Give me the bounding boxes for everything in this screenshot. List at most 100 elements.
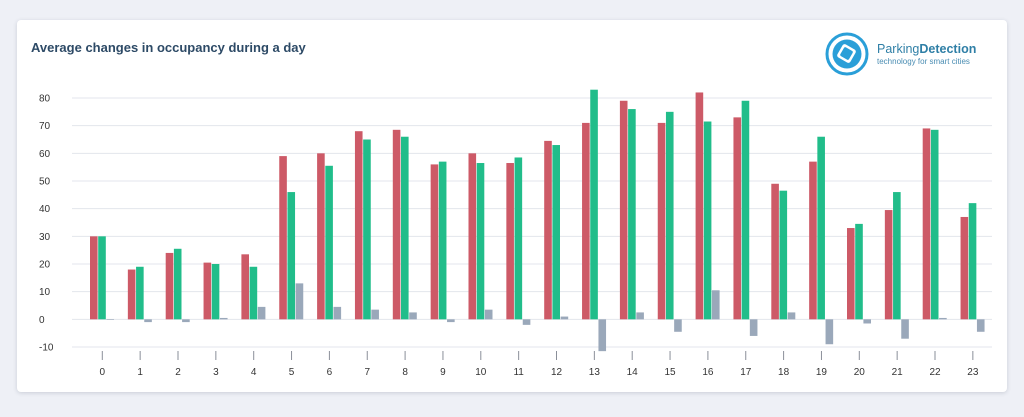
bar-series-3-1[interactable] <box>144 319 152 323</box>
bar-series-2-7[interactable] <box>363 139 371 320</box>
bar-series-3-8[interactable] <box>409 312 417 320</box>
bar-series-3-12[interactable] <box>560 316 569 320</box>
bar-series-2-2[interactable] <box>173 248 182 320</box>
x-tick-label: 6 <box>327 367 333 378</box>
bar-series-1-3[interactable] <box>203 262 212 320</box>
bar-series-3-5[interactable] <box>295 283 304 320</box>
bar-series-3-18[interactable] <box>787 312 796 320</box>
bar-series-3-13[interactable] <box>598 319 607 352</box>
bar-series-1-18[interactable] <box>771 183 779 320</box>
bar-series-2-21[interactable] <box>893 192 901 320</box>
bar-series-2-4[interactable] <box>249 266 258 320</box>
bar-series-1-20[interactable] <box>847 228 855 320</box>
bar-series-1-6[interactable] <box>317 153 325 320</box>
bar-series-3-3[interactable] <box>219 317 228 320</box>
bar-series-2-11[interactable] <box>514 157 523 320</box>
bars <box>90 89 985 352</box>
x-axis-ticks: 0 1 2 3 4 5 6 7 8 9 10 11 12 13 14 15 16 17 18 19 20 21 22 23 <box>100 351 979 378</box>
bar-series-3-6[interactable] <box>333 306 342 320</box>
x-tick-label: 18 <box>778 367 790 378</box>
bar-series-1-11[interactable] <box>506 163 514 320</box>
bar-series-2-12[interactable] <box>552 145 560 320</box>
y-tick-label: 10 <box>39 287 51 298</box>
bar-series-3-20[interactable] <box>863 319 871 324</box>
y-tick-label: -10 <box>39 343 54 354</box>
bar-series-1-15[interactable] <box>657 122 666 320</box>
bar-series-1-1[interactable] <box>127 269 136 320</box>
chart-title: Average changes in occupancy during a da… <box>31 40 306 55</box>
bar-series-1-8[interactable] <box>392 129 401 320</box>
y-tick-label: 30 <box>39 232 51 243</box>
bar-series-3-0[interactable] <box>106 319 114 320</box>
bar-series-3-17[interactable] <box>749 319 758 336</box>
y-tick-label: 0 <box>39 315 45 326</box>
bar-series-1-21[interactable] <box>884 210 893 320</box>
x-tick-label: 5 <box>289 367 295 378</box>
bar-series-1-16[interactable] <box>695 92 704 320</box>
logo-name-part1: Parking <box>877 42 920 56</box>
x-tick-label: 17 <box>740 367 752 378</box>
bar-series-1-19[interactable] <box>809 161 817 320</box>
parking-detection-logo: ParkingDetection technology for smart ci… <box>825 32 995 76</box>
x-tick-label: 3 <box>213 367 219 378</box>
bar-series-3-7[interactable] <box>371 309 379 320</box>
bar-series-3-16[interactable] <box>712 290 720 320</box>
bar-series-3-23[interactable] <box>976 319 985 332</box>
bar-series-2-9[interactable] <box>438 161 447 320</box>
bar-series-3-9[interactable] <box>447 319 455 323</box>
bar-series-2-18[interactable] <box>779 190 788 320</box>
bar-series-2-13[interactable] <box>590 89 598 320</box>
bar-series-1-13[interactable] <box>582 122 590 320</box>
bar-series-3-10[interactable] <box>484 309 493 320</box>
bar-series-3-14[interactable] <box>636 312 644 320</box>
x-tick-label: 2 <box>175 367 181 378</box>
bar-series-1-22[interactable] <box>922 128 931 320</box>
y-tick-label: 70 <box>39 121 51 132</box>
bar-series-1-10[interactable] <box>468 153 477 320</box>
bar-series-3-4[interactable] <box>257 306 266 320</box>
bar-series-1-17[interactable] <box>733 117 742 320</box>
x-tick-label: 10 <box>475 367 487 378</box>
bar-series-2-23[interactable] <box>968 203 977 320</box>
bar-series-1-12[interactable] <box>544 140 552 320</box>
bar-series-2-20[interactable] <box>855 223 863 320</box>
bar-series-2-8[interactable] <box>401 136 409 320</box>
bar-series-1-5[interactable] <box>279 156 287 320</box>
x-tick-label: 0 <box>100 367 106 378</box>
bar-series-1-0[interactable] <box>90 236 98 320</box>
bar-series-2-16[interactable] <box>703 121 712 320</box>
bar-series-1-9[interactable] <box>430 164 439 320</box>
bar-series-2-0[interactable] <box>98 236 106 320</box>
bar-series-1-23[interactable] <box>960 216 969 320</box>
bar-series-3-11[interactable] <box>522 319 531 325</box>
x-tick-label: 11 <box>513 367 524 378</box>
y-tick-label: 20 <box>39 260 51 271</box>
y-tick-label: 40 <box>39 204 51 215</box>
x-tick-label: 8 <box>402 367 408 378</box>
bar-series-1-7[interactable] <box>354 131 363 320</box>
bar-series-2-15[interactable] <box>665 111 674 320</box>
bar-series-1-4[interactable] <box>241 254 249 320</box>
x-tick-label: 20 <box>854 367 866 378</box>
parking-detection-logo-icon <box>825 32 869 76</box>
bar-series-1-2[interactable] <box>165 252 174 320</box>
x-tick-label: 7 <box>364 367 370 378</box>
bar-series-2-6[interactable] <box>325 165 333 320</box>
x-tick-label: 14 <box>627 367 639 378</box>
bar-series-2-17[interactable] <box>741 100 750 320</box>
bar-series-3-22[interactable] <box>939 317 947 320</box>
bar-series-3-21[interactable] <box>901 319 909 339</box>
bar-series-2-19[interactable] <box>817 136 825 320</box>
bar-series-3-19[interactable] <box>825 319 834 345</box>
bar-series-3-15[interactable] <box>674 319 682 332</box>
bar-series-2-10[interactable] <box>476 163 485 320</box>
bar-series-2-3[interactable] <box>211 264 220 320</box>
bar-series-2-5[interactable] <box>287 192 296 320</box>
bar-series-3-2[interactable] <box>182 319 190 323</box>
bar-series-2-1[interactable] <box>136 266 144 320</box>
x-tick-label: 16 <box>702 367 714 378</box>
bar-series-1-14[interactable] <box>619 100 628 320</box>
y-tick-label: 60 <box>39 149 51 160</box>
bar-series-2-14[interactable] <box>628 109 636 320</box>
bar-series-2-22[interactable] <box>930 129 939 320</box>
